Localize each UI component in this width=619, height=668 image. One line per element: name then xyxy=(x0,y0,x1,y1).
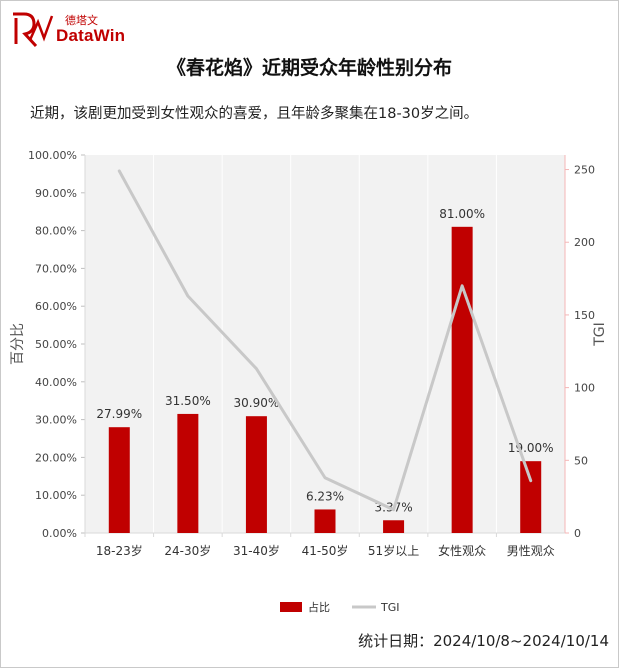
y-tick-label: 20.00% xyxy=(35,451,77,464)
y-tick-label: 80.00% xyxy=(35,225,77,238)
y-tick-label: 90.00% xyxy=(35,187,77,200)
bar xyxy=(177,413,199,533)
bar-data-label: 31.50% xyxy=(165,394,211,408)
y2-tick-label: 200 xyxy=(574,236,595,249)
y2-tick-label: 100 xyxy=(574,382,595,395)
y-tick-label: 50.00% xyxy=(35,338,77,351)
x-tick-label: 女性观众 xyxy=(438,543,486,558)
bar xyxy=(108,427,130,533)
tgi-point xyxy=(324,477,326,479)
tgi-point xyxy=(118,170,120,172)
bar-data-label: 81.00% xyxy=(439,207,485,221)
chart-title: 《春花焰》近期受众年龄性别分布 xyxy=(166,57,452,79)
y-tick-label: 10.00% xyxy=(35,489,77,502)
bar-data-label: 30.90% xyxy=(234,396,280,410)
tgi-point xyxy=(393,509,395,511)
x-tick-label: 男性观众 xyxy=(507,544,555,558)
y-tick-label: 70.00% xyxy=(35,262,77,275)
x-tick-label: 41-50岁 xyxy=(302,543,349,558)
datawin-logo: 德塔文 DataWin xyxy=(10,10,125,50)
datawin-logo-mark xyxy=(13,12,54,48)
y-tick-label: 30.00% xyxy=(35,414,77,427)
y2-tick-label: 50 xyxy=(574,454,588,467)
x-tick-label: 31-40岁 xyxy=(233,543,280,558)
x-tick-label: 18-23岁 xyxy=(96,543,143,558)
bar-data-label: 19.00% xyxy=(508,441,554,455)
x-tick-label: 51岁以上 xyxy=(368,543,419,558)
bar xyxy=(451,226,473,533)
stat-date: 统计日期：2024/10/8~2024/10/14 xyxy=(358,632,609,650)
plot-area xyxy=(85,155,565,533)
tgi-point xyxy=(461,285,463,287)
legend-line-label: TGI xyxy=(380,601,400,614)
y-tick-label: 0.00% xyxy=(42,527,77,540)
bar xyxy=(314,509,336,533)
y-tick-label: 60.00% xyxy=(35,300,77,313)
logo-cn-text: 德塔文 xyxy=(65,14,98,27)
bar-data-label: 27.99% xyxy=(96,407,142,421)
y-axis-title: 百分比 xyxy=(10,323,26,365)
x-tick-label: 24-30岁 xyxy=(164,543,211,558)
bar xyxy=(245,416,267,533)
y-tick-label: 100.00% xyxy=(28,149,77,162)
tgi-point xyxy=(187,295,189,297)
y2-tick-label: 0 xyxy=(574,527,581,540)
legend-bar-label: 占比 xyxy=(308,600,330,614)
bar-data-label: 6.23% xyxy=(306,489,344,503)
y2-tick-label: 250 xyxy=(574,164,595,177)
legend-bar-swatch xyxy=(280,602,302,612)
bar xyxy=(520,461,542,533)
y2-tick-label: 150 xyxy=(574,309,595,322)
y2-axis-title: TGI xyxy=(592,322,608,347)
tgi-point xyxy=(255,368,257,370)
logo-en-text: DataWin xyxy=(56,26,126,45)
y-tick-label: 40.00% xyxy=(35,376,77,389)
chart-subtitle: 近期，该剧更加受到女性观众的喜爱，且年龄多聚集在18-30岁之间。 xyxy=(30,106,479,122)
bar xyxy=(383,520,405,533)
tgi-point xyxy=(530,480,532,482)
